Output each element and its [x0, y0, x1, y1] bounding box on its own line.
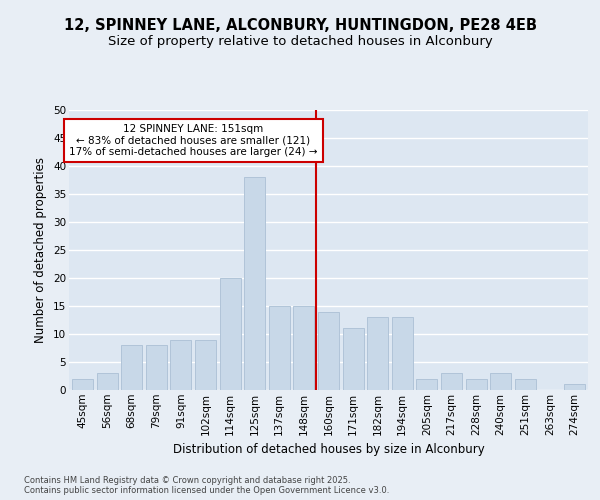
Text: Size of property relative to detached houses in Alconbury: Size of property relative to detached ho… — [107, 35, 493, 48]
Bar — [367, 317, 388, 390]
Bar — [146, 345, 167, 390]
Bar — [269, 306, 290, 390]
Text: Contains HM Land Registry data © Crown copyright and database right 2025.
Contai: Contains HM Land Registry data © Crown c… — [24, 476, 389, 495]
Bar — [121, 345, 142, 390]
Bar — [343, 328, 364, 390]
Bar — [318, 312, 339, 390]
Bar — [195, 340, 216, 390]
Bar — [466, 379, 487, 390]
X-axis label: Distribution of detached houses by size in Alconbury: Distribution of detached houses by size … — [173, 443, 484, 456]
Y-axis label: Number of detached properties: Number of detached properties — [34, 157, 47, 343]
Bar — [293, 306, 314, 390]
Bar — [244, 177, 265, 390]
Bar — [490, 373, 511, 390]
Text: 12 SPINNEY LANE: 151sqm
← 83% of detached houses are smaller (121)
17% of semi-d: 12 SPINNEY LANE: 151sqm ← 83% of detache… — [69, 124, 317, 157]
Bar — [515, 379, 536, 390]
Bar — [392, 317, 413, 390]
Text: 12, SPINNEY LANE, ALCONBURY, HUNTINGDON, PE28 4EB: 12, SPINNEY LANE, ALCONBURY, HUNTINGDON,… — [64, 18, 536, 32]
Bar — [72, 379, 93, 390]
Bar — [441, 373, 462, 390]
Bar — [170, 340, 191, 390]
Bar — [416, 379, 437, 390]
Bar — [220, 278, 241, 390]
Bar — [564, 384, 585, 390]
Bar — [97, 373, 118, 390]
